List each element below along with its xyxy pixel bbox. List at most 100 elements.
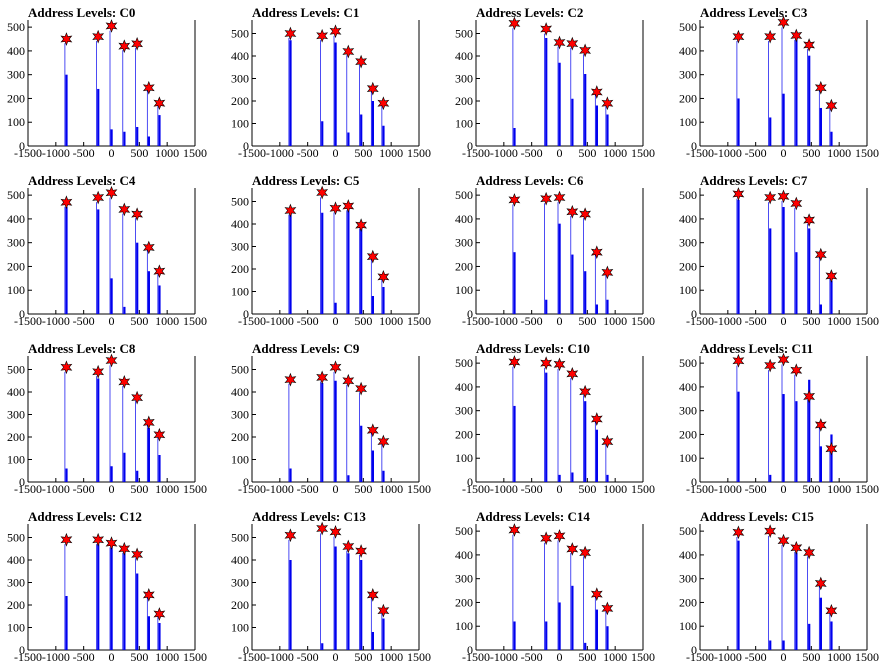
peak-bar xyxy=(819,597,822,650)
chart-panel: Address Levels: C13 0 100 200 300 400 500 -1500… xyxy=(224,504,448,672)
x-tick-label: 500 xyxy=(578,650,596,664)
peak-bar xyxy=(371,296,374,314)
y-tick-label: 400 xyxy=(455,49,473,63)
peak-star-marker xyxy=(764,358,777,373)
peak-star-marker xyxy=(732,353,745,368)
chart-title: Address Levels: C8 xyxy=(28,341,136,356)
chart-title: Address Levels: C3 xyxy=(700,5,808,20)
peak-star-marker xyxy=(329,360,342,375)
chart-svg: Address Levels: C70100200300400500-1500-… xyxy=(679,173,879,328)
peak-star-marker xyxy=(377,434,390,449)
peak-bar xyxy=(147,136,150,146)
x-tick-label: -1000 xyxy=(42,314,70,328)
x-tick-label: 1500 xyxy=(183,314,207,328)
y-tick-label: 300 xyxy=(7,68,25,82)
peak-bar xyxy=(808,379,811,482)
y-tick-label: 100 xyxy=(7,115,25,129)
peak-bar xyxy=(371,450,374,482)
chart-title: Address Levels: C10 xyxy=(476,341,590,356)
peak-star-marker xyxy=(355,381,368,396)
peak-star-marker xyxy=(355,218,368,232)
y-tick-label: 100 xyxy=(231,117,249,131)
peak-star-marker xyxy=(131,390,144,405)
peak-bar xyxy=(158,285,161,314)
chart-panel: Address Levels: C14 0 100 200 300 400 500 -1500… xyxy=(448,504,672,672)
peak-star-marker xyxy=(803,38,816,52)
chart-title: Address Levels: C12 xyxy=(28,509,142,524)
x-tick-label: 500 xyxy=(578,482,596,496)
peak-bar xyxy=(737,391,740,482)
y-tick-label: 0 xyxy=(243,307,249,321)
chart-svg: Address Levels: C15 0 100 200 300 400 500 -1500… xyxy=(679,509,879,664)
peak-bar xyxy=(136,470,139,482)
peak-bar xyxy=(360,560,363,650)
chart-svg: Address Levels: C30100200300400500-1500-… xyxy=(679,5,879,160)
peak-bar xyxy=(158,623,161,650)
peak-star-marker xyxy=(105,19,118,33)
chart-svg: Address Levels: C00100200300400500-1500-… xyxy=(7,5,207,160)
y-tick-label: 500 xyxy=(455,524,473,538)
y-tick-label: 100 xyxy=(455,619,473,633)
peak-star-marker xyxy=(142,240,155,255)
x-tick-label: -1000 xyxy=(42,482,70,496)
peak-bar xyxy=(769,228,772,314)
peak-star-marker xyxy=(316,28,329,43)
peak-star-marker xyxy=(764,29,777,44)
peak-bar xyxy=(347,132,350,146)
peak-bar xyxy=(123,131,126,146)
chart-svg: Address Levels: C14 0 100 200 300 400 500 -1500… xyxy=(455,509,655,664)
y-tick-label: 0 xyxy=(467,139,473,153)
x-tick-label: -1000 xyxy=(266,650,294,664)
x-tick-label: 0 xyxy=(333,146,339,160)
y-tick-label: 500 xyxy=(231,363,249,377)
peak-star-marker xyxy=(316,185,329,200)
peak-star-marker xyxy=(540,531,553,546)
y-tick-label: 0 xyxy=(467,475,473,489)
x-tick-label: 500 xyxy=(354,482,372,496)
peak-bar xyxy=(382,287,385,314)
y-tick-label: 100 xyxy=(679,283,697,297)
peak-bar xyxy=(606,114,609,146)
y-tick-label: 100 xyxy=(455,451,473,465)
x-tick-label: 500 xyxy=(578,146,596,160)
y-tick-label: 0 xyxy=(243,643,249,657)
y-tick-label: 500 xyxy=(231,195,249,209)
x-tick-label: -500 xyxy=(73,314,95,328)
x-tick-label: 1000 xyxy=(827,314,851,328)
peak-bar xyxy=(558,602,561,650)
peak-star-marker xyxy=(342,44,355,59)
peak-star-marker xyxy=(131,36,144,51)
peak-bar xyxy=(347,475,350,482)
x-tick-label: 0 xyxy=(109,482,115,496)
peak-star-marker xyxy=(153,264,166,279)
y-tick-label: 400 xyxy=(679,380,697,394)
peak-bar xyxy=(571,254,574,314)
x-tick-label: -1000 xyxy=(266,314,294,328)
peak-bar xyxy=(558,62,561,146)
chart-svg: Address Levels: C10 0 100 200 300 400 500 -1500… xyxy=(455,341,655,496)
x-tick-label: 1000 xyxy=(155,146,179,160)
chart-panel: Address Levels: C10 0 100 200 300 400 500 -1500… xyxy=(448,336,672,504)
y-tick-label: 200 xyxy=(679,595,697,609)
peak-bar xyxy=(769,640,772,650)
peak-bar xyxy=(782,207,785,314)
x-tick-label: -500 xyxy=(297,314,319,328)
peak-bar xyxy=(584,271,587,314)
chart-panel: Address Levels: C3 0 100 200 300 400 500 -1500-… xyxy=(672,0,896,168)
peak-star-marker xyxy=(355,544,368,558)
peak-star-marker xyxy=(118,375,131,389)
x-tick-label: 1500 xyxy=(407,314,431,328)
peak-star-marker xyxy=(601,265,614,280)
y-tick-label: 100 xyxy=(7,621,25,635)
y-tick-label: 300 xyxy=(7,236,25,250)
peak-star-marker xyxy=(131,547,144,562)
y-tick-label: 0 xyxy=(19,643,25,657)
x-tick-label: 0 xyxy=(333,650,339,664)
peak-star-marker xyxy=(764,190,777,205)
x-tick-label: 500 xyxy=(130,314,148,328)
peak-bar xyxy=(737,199,740,314)
chart-title: Address Levels: C2 xyxy=(476,5,583,20)
peak-bar xyxy=(782,640,785,650)
peak-star-marker xyxy=(790,363,803,378)
peak-bar xyxy=(819,304,822,314)
